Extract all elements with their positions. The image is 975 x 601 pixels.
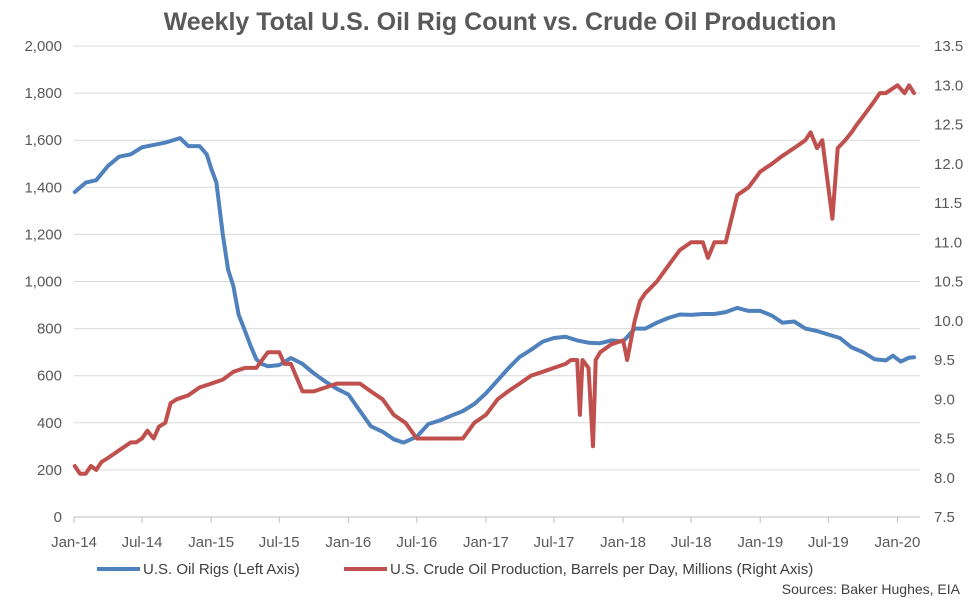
series-line-rigs bbox=[72, 136, 916, 445]
left-axis: 0 200 400 600 800 1,000 1,200 1,400 1,600 1,800 2,… bbox=[24, 38, 62, 526]
x-tick-label: Jan-18 bbox=[600, 534, 646, 551]
x-axis: Jan-14 Jul-14 Jan-15 Jul-15 Jan-16 Jul-16 Jan-… bbox=[51, 517, 920, 551]
right-tick-label: 12.0 bbox=[934, 156, 963, 173]
left-tick-label: 1,800 bbox=[24, 85, 62, 102]
source-note: Sources: Baker Hughes, EIA bbox=[782, 581, 961, 597]
x-tick-label: Jul-15 bbox=[259, 534, 300, 551]
left-tick-label: 600 bbox=[37, 368, 62, 385]
left-tick-label: 1,000 bbox=[24, 274, 62, 291]
right-tick-label: 13.5 bbox=[934, 38, 963, 55]
series-line-production bbox=[72, 83, 916, 476]
left-tick-label: 2,000 bbox=[24, 38, 62, 55]
left-tick-label: 400 bbox=[37, 415, 62, 432]
x-tick-label: Jul-19 bbox=[808, 534, 849, 551]
x-tick-label: Jan-19 bbox=[737, 534, 783, 551]
chart-title: Weekly Total U.S. Oil Rig Count vs. Crud… bbox=[164, 8, 837, 36]
left-tick-label: 1,400 bbox=[24, 179, 62, 196]
left-tick-label: 1,600 bbox=[24, 132, 62, 149]
x-tick-label: Jan-15 bbox=[188, 534, 234, 551]
right-tick-label: 10.5 bbox=[934, 274, 963, 291]
x-tick-label: Jan-20 bbox=[875, 534, 921, 551]
x-tick-label: Jul-14 bbox=[122, 534, 163, 551]
x-tick-label: Jan-16 bbox=[325, 534, 371, 551]
x-tick-label: Jan-17 bbox=[463, 534, 509, 551]
right-tick-label: 11.0 bbox=[934, 234, 962, 251]
legend-label-production: U.S. Crude Oil Production, Barrels per D… bbox=[390, 561, 813, 578]
right-axis: 7.5 8.0 8.5 9.0 9.5 10.0 10.5 11.0 11.5 12.0 12.5 1… bbox=[934, 38, 963, 526]
right-tick-label: 12.5 bbox=[934, 117, 963, 134]
right-tick-label: 8.5 bbox=[934, 431, 955, 448]
x-tick-label: Jan-14 bbox=[51, 534, 97, 551]
left-tick-label: 1,200 bbox=[24, 226, 62, 243]
series-layer bbox=[72, 83, 916, 476]
legend-label-rigs: U.S. Oil Rigs (Left Axis) bbox=[143, 561, 300, 578]
x-tick-label: Jul-17 bbox=[534, 534, 575, 551]
right-tick-label: 9.5 bbox=[934, 352, 955, 369]
right-tick-label: 10.0 bbox=[934, 313, 963, 330]
x-tick-label: Jul-16 bbox=[396, 534, 437, 551]
right-tick-label: 8.0 bbox=[934, 470, 955, 487]
right-tick-label: 7.5 bbox=[934, 509, 955, 526]
legend: U.S. Oil Rigs (Left Axis) U.S. Crude Oil… bbox=[97, 561, 813, 578]
gridlines bbox=[74, 45, 920, 518]
x-tick-label: Jul-18 bbox=[671, 534, 712, 551]
left-tick-label: 800 bbox=[37, 321, 62, 338]
right-tick-label: 9.0 bbox=[934, 391, 955, 408]
left-tick-label: 200 bbox=[37, 462, 62, 479]
right-tick-label: 13.0 bbox=[934, 77, 963, 94]
right-tick-label: 11.5 bbox=[934, 195, 962, 212]
left-tick-label: 0 bbox=[54, 509, 62, 526]
